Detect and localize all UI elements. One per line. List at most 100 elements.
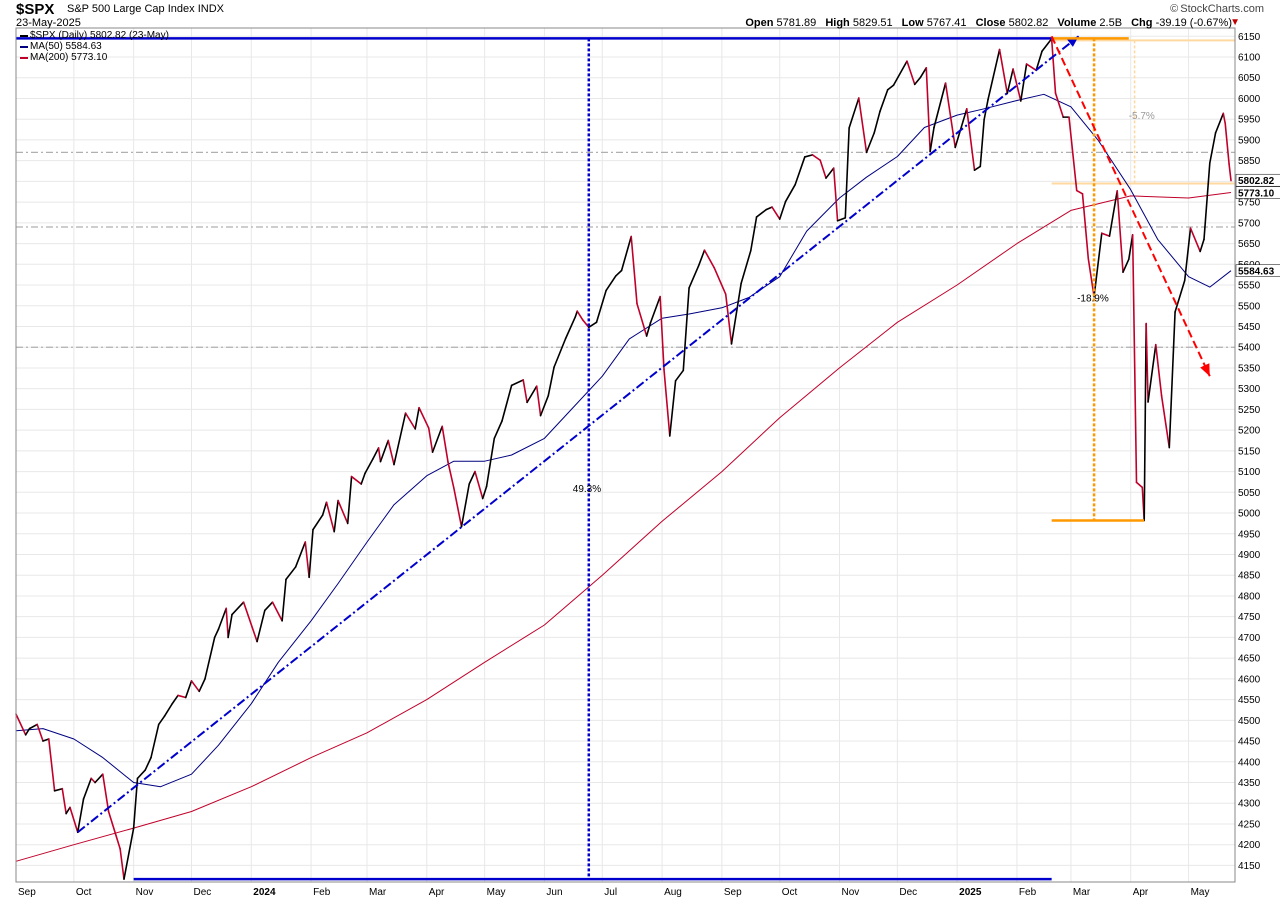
price-segment xyxy=(42,738,50,742)
y-tick-label: 4750 xyxy=(1238,612,1261,623)
y-tick-label: 4550 xyxy=(1238,695,1261,706)
price-segment xyxy=(526,385,538,404)
high-label: High xyxy=(825,17,850,29)
price-segment xyxy=(346,475,353,525)
axes: 4150 4200 4250 4300 4350 4400 4450 4500 4550 4600… xyxy=(15,27,1280,898)
price-segment xyxy=(312,514,324,531)
price-segment xyxy=(659,295,665,371)
price-segment xyxy=(15,713,27,736)
price-segment xyxy=(379,439,390,463)
legend-swatch xyxy=(20,56,28,59)
pullback-percent-label: -5.7% xyxy=(1129,111,1155,122)
price-segment xyxy=(198,678,206,693)
price-segment xyxy=(150,723,160,759)
price-segment xyxy=(190,680,201,693)
price-segment xyxy=(630,235,638,305)
price-segment xyxy=(325,501,336,533)
price-segment xyxy=(123,827,135,880)
price-segment xyxy=(620,235,633,272)
price-segment xyxy=(90,777,96,784)
y-tick-label: 5350 xyxy=(1238,363,1261,374)
price-segment xyxy=(101,773,110,813)
legend-item-ma200: MA(200) 5773.10 xyxy=(20,52,169,63)
price-segment xyxy=(1006,68,1014,95)
price-segment xyxy=(836,217,847,222)
price-segment xyxy=(61,787,67,815)
price-segment xyxy=(24,727,31,736)
price-segment xyxy=(688,264,700,289)
plot-frame xyxy=(15,27,1236,883)
price-segment xyxy=(1135,481,1144,489)
price-segment xyxy=(1147,343,1157,403)
price-segment xyxy=(144,756,152,771)
price-segment xyxy=(1154,343,1163,397)
x-tick-label: Mar xyxy=(369,887,387,898)
price-segment xyxy=(107,810,118,838)
price-segment xyxy=(1222,112,1227,125)
price-segment xyxy=(1108,190,1119,237)
price-segment xyxy=(1199,238,1205,253)
price-segment xyxy=(481,485,488,500)
price-segment xyxy=(1203,162,1211,241)
price-segment xyxy=(231,601,245,616)
price-segment xyxy=(377,447,382,463)
close-label: Close xyxy=(975,17,1006,29)
x-tick-label: Dec xyxy=(194,887,212,898)
price-segment xyxy=(919,66,928,79)
price-segment xyxy=(1168,311,1176,449)
y-tick-label: 4500 xyxy=(1238,716,1261,727)
y-tick-label: 4850 xyxy=(1238,571,1261,582)
ma200-badge: 5773.10 xyxy=(1238,189,1275,200)
price-segment xyxy=(285,566,297,581)
price-segment xyxy=(294,541,307,568)
price-segment xyxy=(844,127,850,219)
legend: $SPX (Daily) 5802.82 (23-May) MA(50) 558… xyxy=(20,30,169,63)
y-tick-label: 5950 xyxy=(1238,115,1261,126)
price-segment xyxy=(1131,234,1138,484)
chg-label: Chg xyxy=(1131,17,1153,29)
price-segment xyxy=(636,302,648,337)
price-segment xyxy=(304,541,310,579)
price-segment xyxy=(82,777,93,800)
x-tick-label: Feb xyxy=(1019,887,1037,898)
y-tick-label: 4400 xyxy=(1238,757,1261,768)
price-segment xyxy=(418,406,430,429)
price-segment xyxy=(1075,189,1084,195)
symbol-title: $SPX xyxy=(16,1,55,18)
price-segment xyxy=(1174,279,1186,313)
chart-date: 23-May-2025 xyxy=(16,17,81,29)
y-tick-label: 5050 xyxy=(1238,488,1261,499)
price-segment xyxy=(225,607,229,639)
price-segment xyxy=(857,97,868,154)
y-tick-label: 5750 xyxy=(1238,198,1261,209)
x-tick-label: May xyxy=(487,887,506,898)
price-segment xyxy=(431,425,444,453)
close-badge-bg xyxy=(1235,173,1280,187)
price-segment xyxy=(177,694,187,699)
y-tick-label: 4250 xyxy=(1238,819,1261,830)
price-segment xyxy=(452,486,463,528)
red-trend-line xyxy=(1050,35,1211,377)
brand-link[interactable]: © StockCharts.com xyxy=(1170,3,1264,15)
price-segment xyxy=(564,316,577,340)
price-segment xyxy=(281,578,287,622)
y-tick-label: 5650 xyxy=(1238,239,1261,250)
price-segment xyxy=(892,60,908,87)
y-tick-label: 4300 xyxy=(1238,799,1261,810)
close-value: 5802.82 xyxy=(1008,17,1049,29)
x-tick-label: 2025 xyxy=(959,887,982,898)
price-segment xyxy=(925,66,931,153)
price-segment xyxy=(987,48,1001,101)
y-tick-label: 4450 xyxy=(1238,737,1261,748)
down-triangle-icon: ▼ xyxy=(1230,17,1240,28)
price-segment xyxy=(414,406,420,430)
y-tick-label: 4600 xyxy=(1238,674,1261,685)
price-segment xyxy=(387,439,395,466)
price-segment xyxy=(157,715,166,726)
x-tick-label: Nov xyxy=(136,887,154,898)
price-segment xyxy=(163,702,174,717)
price-segment xyxy=(321,501,328,516)
price-segment xyxy=(36,723,44,742)
gain-percent-label: 49.3% xyxy=(573,484,601,495)
